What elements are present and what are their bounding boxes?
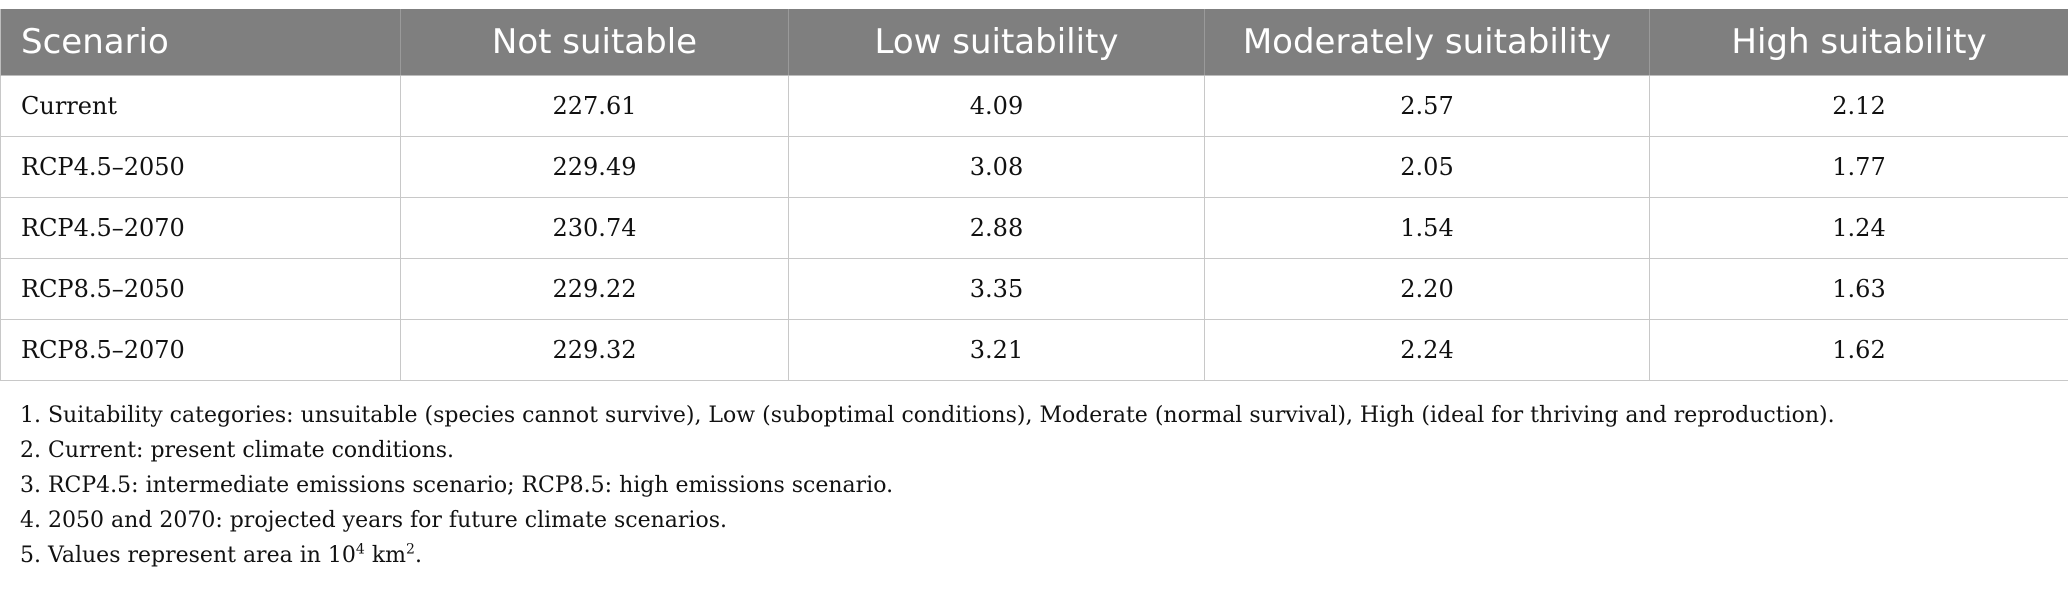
cell-not-suitable: 227.61 [400,75,789,137]
footnote-2: 2. Current: present climate conditions. [20,438,455,463]
cell-moderate-suitability: 2.05 [1204,136,1650,198]
cell-low-suitability: 3.35 [788,258,1205,320]
cell-not-suitable: 229.22 [400,258,789,320]
cell-moderate-suitability: 1.54 [1204,197,1650,259]
footnote-5-unit: km [364,543,407,568]
suitability-table-container: Scenario Not suitable Low suitability Mo… [0,9,2068,381]
cell-moderate-suitability: 2.20 [1204,258,1650,320]
cell-low-suitability: 4.09 [788,75,1205,137]
cell-high-suitability: 1.62 [1649,319,2068,381]
table-row: Current 227.61 4.09 2.57 2.12 [0,75,2068,137]
table-header-row: Scenario Not suitable Low suitability Mo… [0,9,2068,76]
cell-not-suitable: 229.32 [400,319,789,381]
footnote-5-exponent-2: 2 [406,541,415,558]
header-not-suitable: Not suitable [400,9,789,76]
cell-scenario: RCP8.5–2050 [0,258,401,320]
footnote-1: 1. Suitability categories: unsuitable (s… [20,403,1835,428]
table-footnotes: 1. Suitability categories: unsuitable (s… [20,398,2050,573]
header-moderate-suitability: Moderately suitability [1204,9,1650,76]
cell-not-suitable: 230.74 [400,197,789,259]
table-row: RCP8.5–2070 229.32 3.21 2.24 1.62 [0,319,2068,381]
cell-moderate-suitability: 2.57 [1204,75,1650,137]
footnote-5-prefix: 5. Values represent area in 10 [20,543,356,568]
cell-scenario: RCP4.5–2050 [0,136,401,198]
table-row: RCP8.5–2050 229.22 3.35 2.20 1.63 [0,258,2068,320]
cell-high-suitability: 1.63 [1649,258,2068,320]
cell-moderate-suitability: 2.24 [1204,319,1650,381]
cell-low-suitability: 3.08 [788,136,1205,198]
header-high-suitability: High suitability [1649,9,2068,76]
cell-low-suitability: 3.21 [788,319,1205,381]
header-scenario: Scenario [0,9,401,76]
cell-scenario: Current [0,75,401,137]
footnote-5-suffix: . [414,543,422,568]
cell-scenario: RCP4.5–2070 [0,197,401,259]
cell-not-suitable: 229.49 [400,136,789,198]
header-low-suitability: Low suitability [788,9,1205,76]
footnote-5-exponent-4: 4 [355,541,365,558]
cell-high-suitability: 2.12 [1649,75,2068,137]
cell-scenario: RCP8.5–2070 [0,319,401,381]
cell-low-suitability: 2.88 [788,197,1205,259]
cell-high-suitability: 1.77 [1649,136,2068,198]
table-row: RCP4.5–2070 230.74 2.88 1.54 1.24 [0,197,2068,259]
footnote-3: 3. RCP4.5: intermediate emissions scenar… [20,473,894,498]
cell-high-suitability: 1.24 [1649,197,2068,259]
footnote-4: 4. 2050 and 2070: projected years for fu… [20,508,727,533]
suitability-table: Scenario Not suitable Low suitability Mo… [0,9,2068,381]
footnote-5: 5. Values represent area in 104 km2. [20,538,2050,573]
table-row: RCP4.5–2050 229.49 3.08 2.05 1.77 [0,136,2068,198]
